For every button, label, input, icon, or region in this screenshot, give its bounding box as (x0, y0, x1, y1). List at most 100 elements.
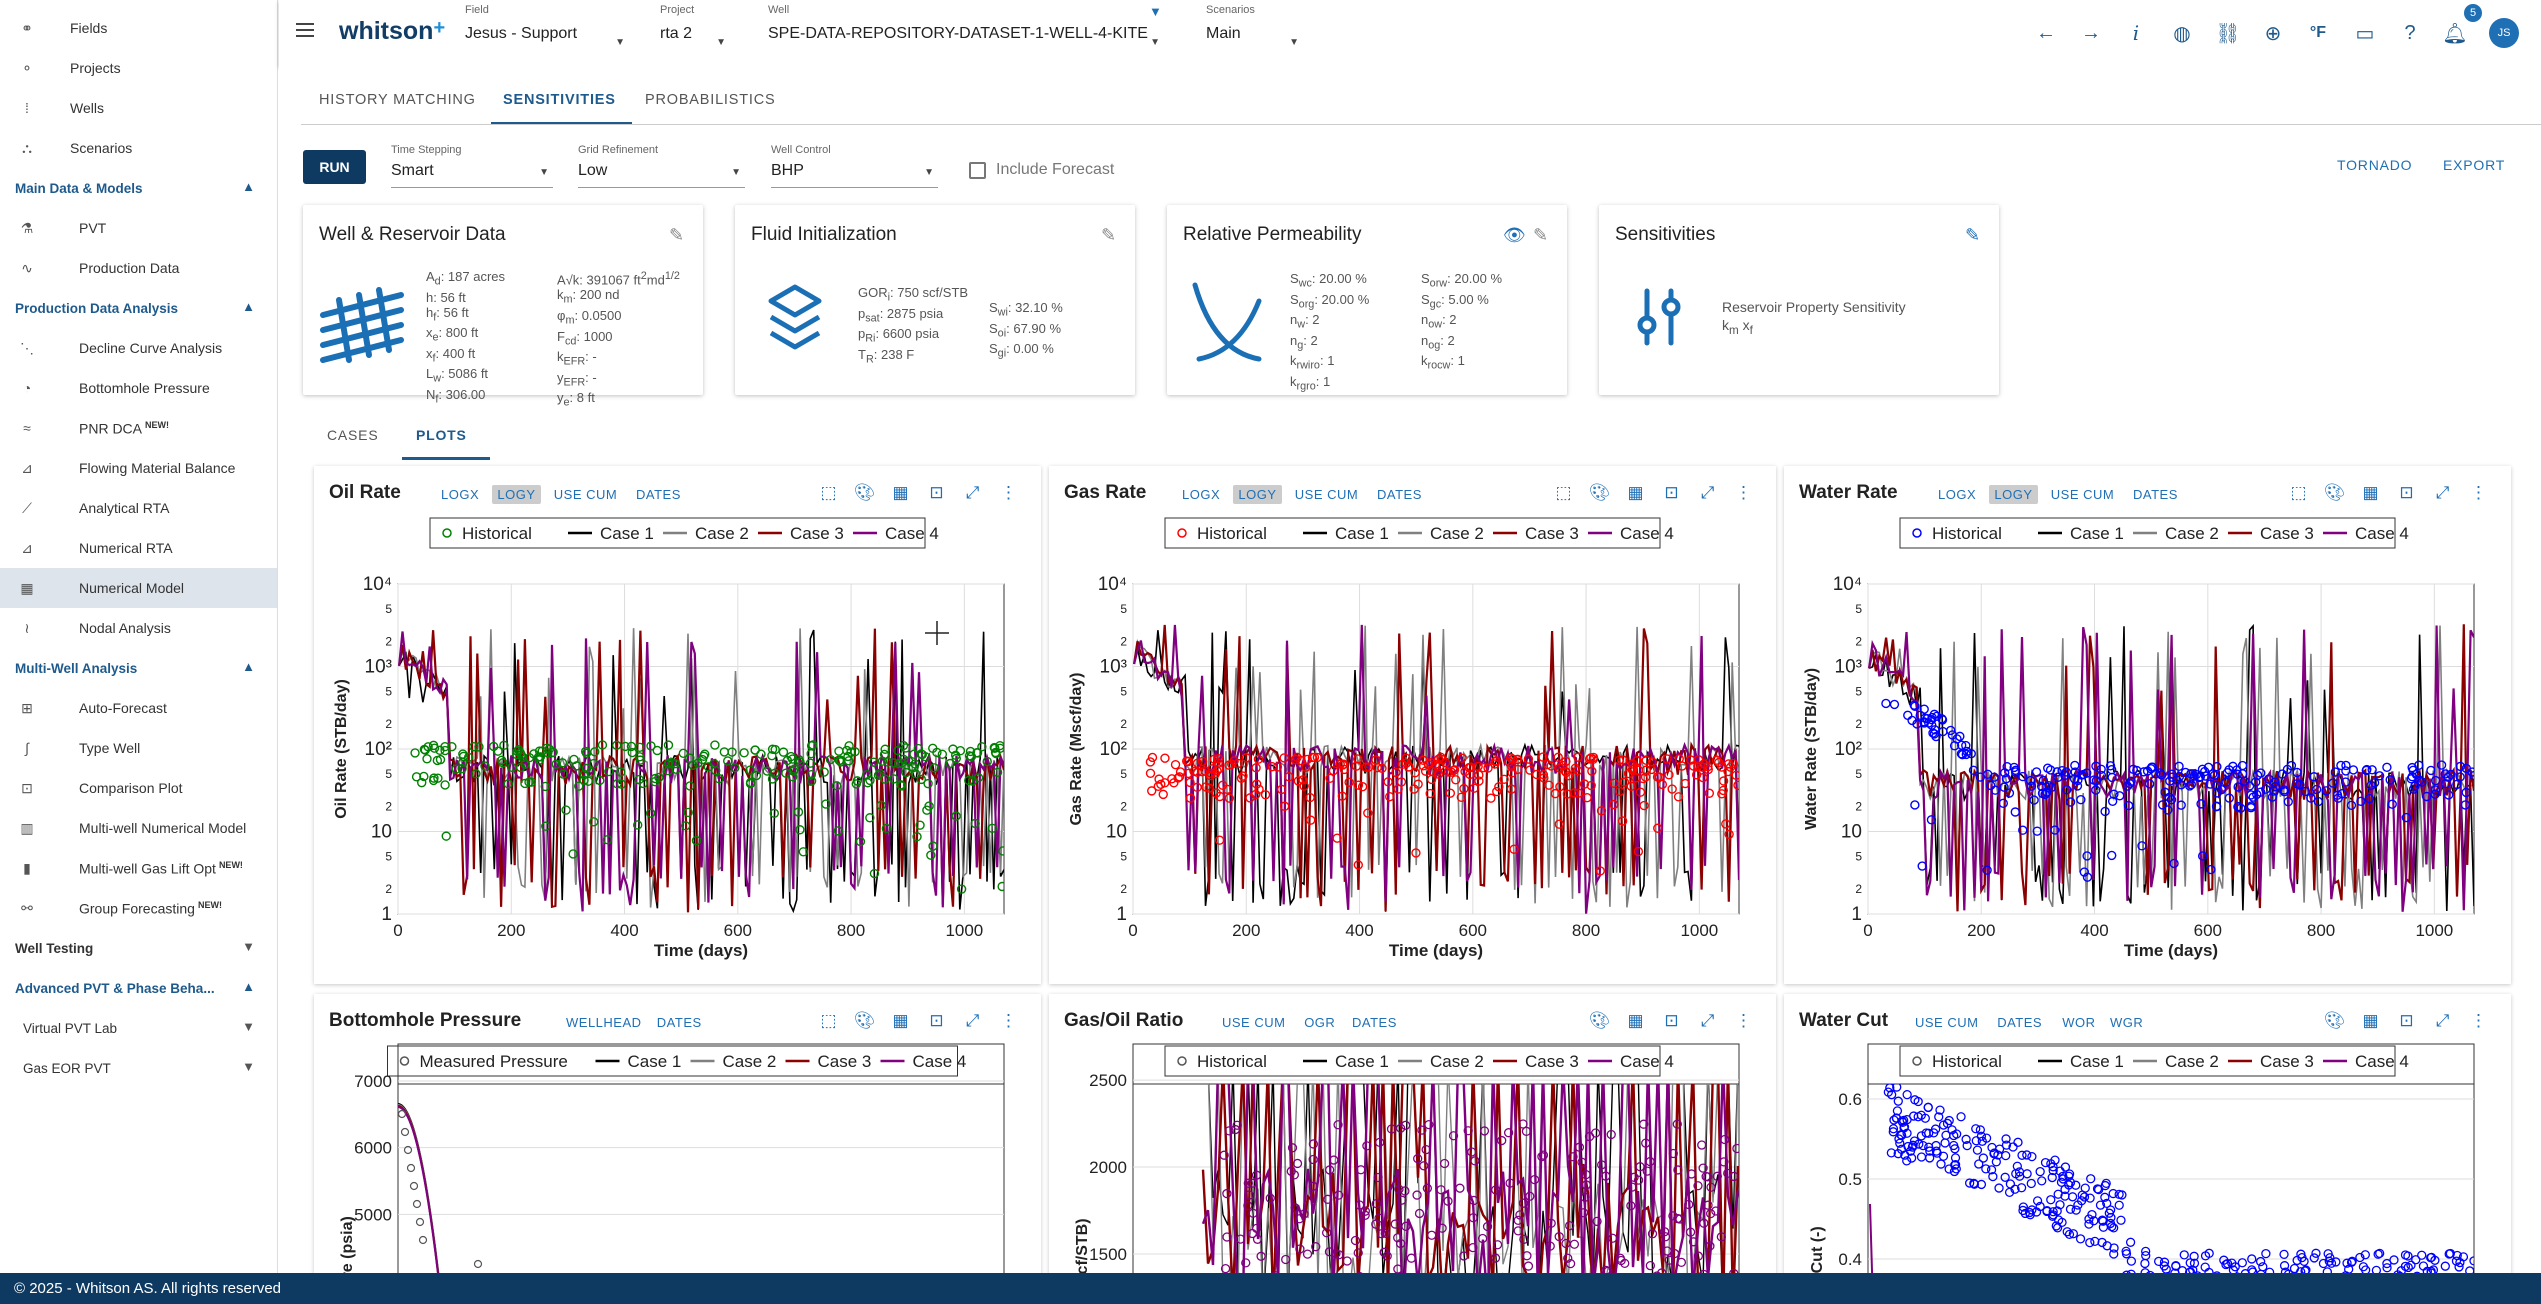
table-icon[interactable]: ▦ (1627, 1010, 1644, 1030)
palette-icon[interactable]: 🎨︎ (1588, 1010, 1611, 1030)
sidebar-item-decline-curve-analysis[interactable]: ⋱ Decline Curve Analysis (0, 328, 277, 368)
more-vert-icon[interactable]: ⋮ (1000, 482, 1017, 502)
logx-toggle[interactable]: LOGX (441, 487, 480, 502)
more-vert-icon[interactable]: ⋮ (1000, 1010, 1017, 1030)
checkbox-icon[interactable] (969, 161, 986, 179)
dates-toggle[interactable]: DATES (2133, 487, 2178, 502)
more-vert-icon[interactable]: ⋮ (2470, 482, 2487, 502)
wor-toggle[interactable]: WOR (2062, 1015, 2096, 1030)
sidebar-item-bottomhole-pressure[interactable]: ◔ Bottomhole Pressure (0, 368, 277, 408)
sidebar-item-multi-well-numerical-model[interactable]: ▥ Multi-well Numerical Model (0, 808, 277, 848)
sub-section-gas-eor-pvt[interactable]: Gas EOR PVT ▼ (0, 1048, 277, 1088)
chart[interactable]: Measured Pressure Case 1 Case 2 Case 3 Case … (314, 994, 1041, 1273)
fit-icon[interactable]: ⊡ (1664, 482, 1679, 502)
reset-zoom-icon[interactable]: ⬚ (1555, 482, 1572, 502)
sidebar-item-projects[interactable]: ⚬ Projects (0, 48, 277, 88)
time-stepping-select[interactable]: Time Stepping Smart ▼ (391, 144, 553, 188)
sidebar-item-type-well[interactable]: ∫ Type Well (0, 728, 277, 768)
fullscreen-icon[interactable]: ⤢ (1700, 482, 1715, 502)
dates-toggle[interactable]: DATES (636, 487, 681, 502)
palette-icon[interactable]: 🎨︎ (853, 1010, 876, 1030)
edit-icon[interactable]: ✎ (1965, 225, 1981, 245)
scenario-select[interactable]: Scenarios Main ▼ (1206, 4, 1299, 48)
dates-toggle[interactable]: DATES (656, 1015, 702, 1030)
palette-icon[interactable]: 🎨︎ (2323, 482, 2346, 502)
chart[interactable]: Historical Case 1 Case 2 Case 3 Case 4 1500 20… (1049, 994, 1776, 1273)
sidebar-item-fields[interactable]: ⚭ Fields (0, 8, 277, 48)
logy-toggle[interactable]: LOGY (492, 485, 541, 504)
reset-zoom-icon[interactable]: ⬚ (2290, 482, 2307, 502)
fullscreen-icon[interactable]: ⤢ (2435, 1010, 2450, 1030)
dates-toggle[interactable]: DATES (1997, 1015, 2043, 1030)
sidebar-item-nodal-analysis[interactable]: ≀ Nodal Analysis (0, 608, 277, 648)
edit-icon[interactable]: ✎ (1533, 225, 1549, 245)
table-icon[interactable]: ▦ (892, 1010, 909, 1030)
link-icon[interactable]: ⛓ (2215, 22, 2241, 45)
chart[interactable]: Historical Case 1 Case 2 Case 3 Case 4 10⁴ 5 2 1… (314, 466, 1041, 984)
table-icon[interactable]: ▦ (2362, 1010, 2379, 1030)
project-select[interactable]: Project rta 2 ▼ (660, 4, 726, 48)
sidebar-item-auto-forecast[interactable]: ⊞ Auto-Forecast (0, 688, 277, 728)
sidebar-item-production-data[interactable]: ∿ Production Data (0, 248, 277, 288)
table-icon[interactable]: ▦ (892, 482, 909, 502)
sidebar-item-wells[interactable]: ⁞ Wells (0, 88, 277, 128)
sidebar-item-analytical-rta[interactable]: ⟋ Analytical RTA (0, 488, 277, 528)
section-multi-well-analysis[interactable]: Multi-Well Analysis ▲ (0, 648, 277, 688)
feedback-icon[interactable]: ▭ (2355, 22, 2375, 45)
sidebar-item-numerical-model[interactable]: ▦ Numerical Model (0, 568, 277, 608)
dates-toggle[interactable]: DATES (1377, 487, 1422, 502)
fit-icon[interactable]: ⊡ (2399, 482, 2414, 502)
sub-section-virtual-pvt-lab[interactable]: Virtual PVT Lab ▼ (0, 1008, 277, 1048)
arrow-right-icon[interactable]: → (2081, 21, 2101, 44)
use-cum-toggle[interactable]: USE CUM (1222, 1015, 1286, 1030)
sidebar-item-pnr-dca[interactable]: ≈ PNR DCA NEW! (0, 408, 277, 448)
fit-icon[interactable]: ⊡ (929, 482, 944, 502)
logx-toggle[interactable]: LOGX (1938, 487, 1977, 502)
fit-icon[interactable]: ⊡ (1664, 1010, 1679, 1030)
chevron-down-icon[interactable]: ▼ (242, 1059, 255, 1074)
logy-toggle[interactable]: LOGY (1233, 485, 1282, 504)
chevron-up-icon[interactable]: ▲ (242, 299, 255, 314)
section-advanced-pvt-phase-beha-[interactable]: Advanced PVT & Phase Beha... ▲ (0, 968, 277, 1008)
palette-icon[interactable]: 🎨︎ (1588, 482, 1611, 502)
fit-icon[interactable]: ⊡ (929, 1010, 944, 1030)
avatar[interactable]: JS (2489, 18, 2519, 48)
temperature-unit-icon[interactable]: °F (2309, 24, 2327, 41)
section-main-data-models[interactable]: Main Data & Models ▲ (0, 168, 277, 208)
chart[interactable]: Historical Case 1 Case 2 Case 3 Case 4 10⁴ 5 2 1… (1049, 466, 1776, 984)
sidebar-item-numerical-rta[interactable]: ⊿ Numerical RTA (0, 528, 277, 568)
logo[interactable]: whitson+ (339, 17, 446, 45)
include-forecast-checkbox[interactable]: Include Forecast (969, 161, 1114, 179)
sidebar-item-comparison-plot[interactable]: ⊡ Comparison Plot (0, 768, 277, 808)
wgr-toggle[interactable]: WGR (2110, 1015, 2144, 1030)
run-button[interactable]: RUN (303, 150, 366, 184)
tab-probabilistics[interactable]: PROBABILISTICS (645, 92, 776, 108)
reset-zoom-icon[interactable]: ⬚ (820, 1010, 837, 1030)
bell-icon[interactable]: 🔔︎ (2442, 22, 2468, 45)
field-select[interactable]: Field Jesus - Support ▼ (465, 4, 625, 48)
edit-icon[interactable]: ✎ (1101, 225, 1117, 245)
sidebar-item-pvt[interactable]: ⚗ PVT (0, 208, 277, 248)
subtab-cases[interactable]: CASES (327, 427, 379, 443)
fullscreen-icon[interactable]: ⤢ (965, 482, 980, 502)
eye-icon[interactable]: 👁︎ (1503, 225, 1526, 245)
sidebar-item-multi-well-gas-lift-opt[interactable]: ▮ Multi-well Gas Lift Opt NEW! (0, 848, 277, 888)
tab-sensitivities[interactable]: SENSITIVITIES (503, 92, 616, 108)
fit-icon[interactable]: ⊡ (2399, 1010, 2414, 1030)
chevron-down-icon[interactable]: ▼ (242, 939, 255, 954)
section-production-data-analysis[interactable]: Production Data Analysis ▲ (0, 288, 277, 328)
sidebar-item-flowing-material-balance[interactable]: ⊿ Flowing Material Balance (0, 448, 277, 488)
help-icon[interactable]: ? (2404, 21, 2416, 44)
arrow-left-icon[interactable]: ← (2036, 21, 2056, 44)
more-vert-icon[interactable]: ⋮ (2470, 1010, 2487, 1030)
logy-toggle[interactable]: LOGY (1989, 485, 2038, 504)
grid-refinement-select[interactable]: Grid Refinement Low ▼ (578, 144, 745, 188)
logx-toggle[interactable]: LOGX (1182, 487, 1221, 502)
tornado-button[interactable]: TORNADO (2337, 157, 2413, 173)
chevron-up-icon[interactable]: ▲ (242, 179, 255, 194)
fullscreen-icon[interactable]: ⤢ (2435, 482, 2450, 502)
subtab-plots[interactable]: PLOTS (416, 427, 467, 443)
fullscreen-icon[interactable]: ⤢ (965, 1010, 980, 1030)
export-button[interactable]: EXPORT (2443, 157, 2506, 173)
download-icon[interactable]: ⊕ (2264, 22, 2282, 45)
